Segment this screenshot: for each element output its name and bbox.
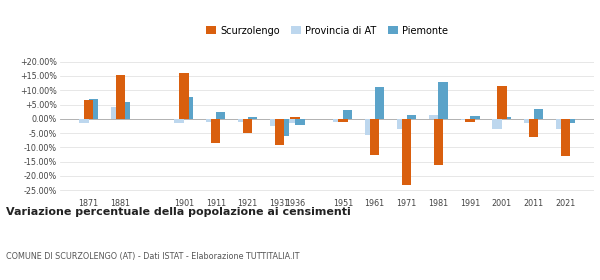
- Bar: [434, 119, 443, 165]
- Bar: [524, 119, 533, 123]
- Text: Variazione percentuale della popolazione ai censimenti: Variazione percentuale della popolazione…: [6, 207, 351, 217]
- Bar: [565, 119, 575, 123]
- Bar: [338, 119, 347, 122]
- Bar: [111, 108, 121, 119]
- Bar: [79, 119, 89, 123]
- Bar: [334, 119, 343, 122]
- Bar: [375, 87, 384, 119]
- Bar: [89, 99, 98, 119]
- Legend: Scurzolengo, Provincia di AT, Piemonte: Scurzolengo, Provincia di AT, Piemonte: [203, 22, 451, 39]
- Bar: [286, 119, 295, 123]
- Bar: [216, 112, 225, 119]
- Bar: [243, 119, 252, 133]
- Bar: [407, 115, 416, 119]
- Bar: [470, 116, 479, 119]
- Bar: [121, 102, 130, 119]
- Bar: [275, 119, 284, 144]
- Bar: [370, 119, 379, 155]
- Bar: [116, 74, 125, 119]
- Bar: [461, 119, 470, 120]
- Bar: [466, 119, 475, 122]
- Bar: [529, 119, 538, 137]
- Bar: [280, 119, 289, 136]
- Bar: [206, 119, 216, 122]
- Bar: [84, 100, 94, 119]
- Bar: [397, 119, 406, 129]
- Bar: [270, 119, 279, 126]
- Bar: [560, 119, 570, 156]
- Bar: [429, 115, 438, 119]
- Bar: [175, 119, 184, 123]
- Bar: [497, 86, 506, 119]
- Bar: [343, 110, 352, 119]
- Bar: [502, 117, 511, 119]
- Bar: [493, 119, 502, 129]
- Bar: [438, 82, 448, 119]
- Bar: [533, 109, 543, 119]
- Bar: [179, 73, 188, 119]
- Bar: [556, 119, 565, 129]
- Bar: [211, 119, 220, 143]
- Text: COMUNE DI SCURZOLENGO (AT) - Dati ISTAT - Elaborazione TUTTITALIA.IT: COMUNE DI SCURZOLENGO (AT) - Dati ISTAT …: [6, 252, 299, 261]
- Bar: [290, 117, 300, 119]
- Bar: [238, 119, 247, 122]
- Bar: [248, 117, 257, 119]
- Bar: [295, 119, 305, 125]
- Bar: [184, 97, 193, 119]
- Bar: [365, 119, 374, 135]
- Bar: [402, 119, 411, 185]
